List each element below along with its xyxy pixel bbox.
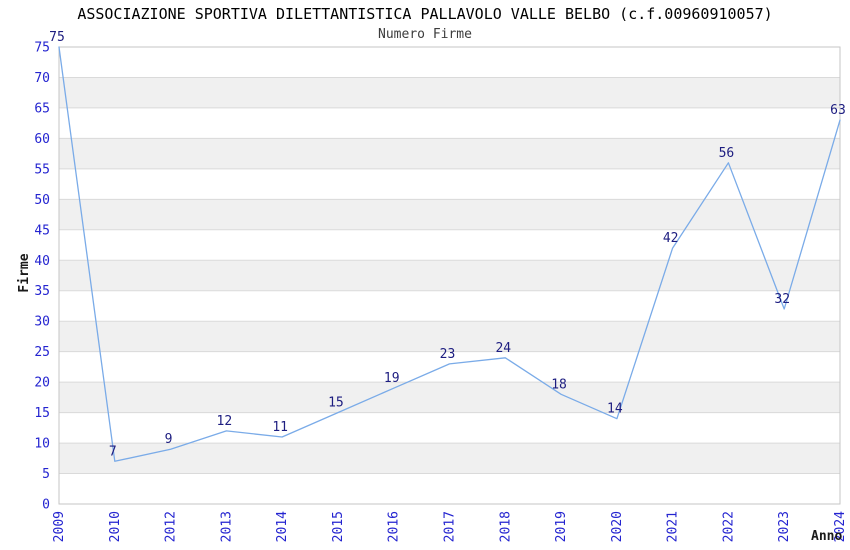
- x-tick-label: 2012: [164, 511, 179, 542]
- data-point-label: 9: [165, 432, 173, 447]
- y-tick-label: 65: [34, 101, 50, 116]
- y-tick-label: 75: [34, 41, 50, 56]
- data-point-label: 19: [384, 371, 400, 386]
- x-tick-label: 2013: [219, 511, 234, 542]
- plot-band: [59, 199, 840, 230]
- x-tick-label: 2022: [721, 511, 736, 542]
- plot-band: [59, 443, 840, 474]
- y-tick-label: 0: [42, 498, 50, 513]
- data-point-label: 7: [109, 444, 117, 459]
- x-axis-title: Anno: [811, 529, 843, 544]
- data-point-label: 63: [830, 103, 846, 118]
- data-point-label: 15: [328, 396, 344, 411]
- data-point-label: 56: [719, 146, 735, 161]
- x-tick-label: 2018: [498, 511, 513, 542]
- plot-band: [59, 382, 840, 413]
- data-point-label: 75: [49, 30, 65, 45]
- y-tick-label: 5: [42, 467, 50, 482]
- y-tick-label: 60: [34, 132, 50, 147]
- x-tick-label: 2017: [443, 511, 458, 542]
- y-tick-label: 55: [34, 162, 50, 177]
- plot-band: [59, 47, 840, 78]
- y-tick-label: 40: [34, 254, 50, 269]
- plot-border: [58, 46, 841, 505]
- plot-band: [59, 321, 840, 352]
- x-tick-label: 2019: [554, 511, 569, 542]
- x-tick-label: 2021: [666, 511, 681, 542]
- x-tick-label: 2023: [777, 511, 792, 542]
- plot-band: [59, 168, 840, 200]
- x-tick-label: 2014: [275, 511, 290, 542]
- plot-band: [59, 473, 840, 504]
- plot-band: [59, 77, 840, 108]
- data-point-label: 23: [440, 347, 456, 362]
- y-tick-label: 45: [34, 223, 50, 238]
- chart-subtitle: Numero Firme: [378, 27, 472, 42]
- plot-band: [59, 260, 840, 291]
- data-point-label: 24: [495, 341, 511, 356]
- plot-band: [59, 412, 840, 444]
- data-point-label: 12: [217, 414, 233, 429]
- data-point-label: 11: [272, 420, 288, 435]
- y-tick-label: 20: [34, 376, 50, 391]
- data-line: [58, 46, 841, 462]
- x-tick-label: 2016: [387, 511, 402, 542]
- chart-title: ASSOCIAZIONE SPORTIVA DILETTANTISTICA PA…: [77, 5, 773, 23]
- plot-band: [59, 351, 840, 383]
- data-point-label: 32: [774, 292, 790, 307]
- y-tick-label: 30: [34, 315, 50, 330]
- y-tick-label: 10: [34, 437, 50, 452]
- y-tick-label: 70: [34, 71, 50, 86]
- x-tick-label: 2015: [331, 511, 346, 542]
- y-tick-label: 25: [34, 345, 50, 360]
- x-tick-label: 2010: [108, 511, 123, 542]
- y-tick-label: 15: [34, 406, 50, 421]
- plot-band: [59, 290, 840, 322]
- plot-band: [59, 107, 840, 139]
- y-tick-label: 50: [34, 193, 50, 208]
- data-point-label: 14: [607, 402, 623, 417]
- plot-band: [59, 138, 840, 169]
- x-tick-label: 2009: [52, 511, 67, 542]
- x-tick-label: 2020: [610, 511, 625, 542]
- data-point-label: 42: [663, 231, 679, 246]
- data-point-label: 18: [551, 377, 567, 392]
- y-tick-label: 35: [34, 284, 50, 299]
- plot-band: [59, 229, 840, 261]
- x-tick-label: 2024: [833, 511, 848, 542]
